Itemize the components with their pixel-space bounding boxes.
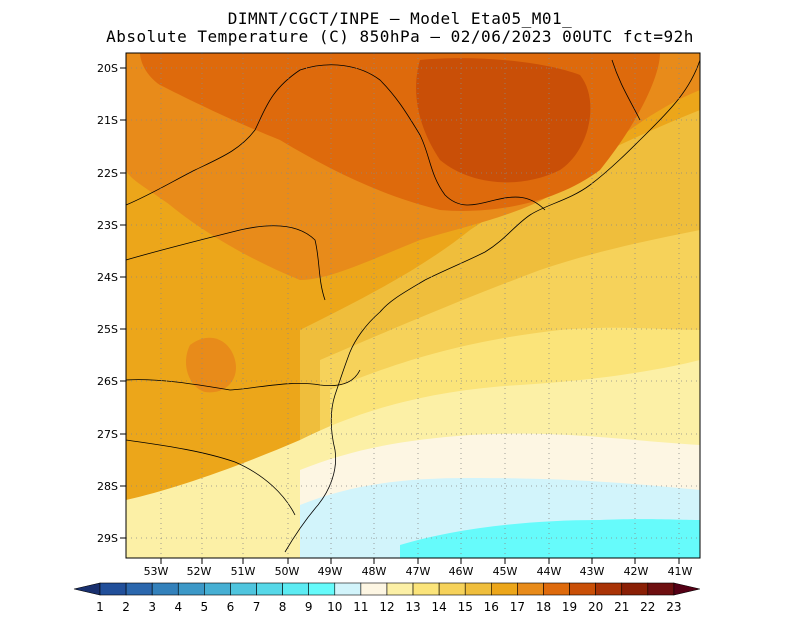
colorbar-cell (256, 582, 283, 596)
lon-label: 46W (449, 565, 474, 578)
colorbar-label: 17 (510, 600, 525, 614)
colorbar-labels: 1 2 3 4 5 6 7 8 9 10 11 12 13 14 15 16 17 18 19 20 21 22 23 (96, 600, 681, 614)
colorbar-left-arrow (73, 582, 101, 596)
title-line-2: Absolute Temperature (C) 850hPa – 02/06/… (106, 27, 694, 46)
colorbar-cell (230, 582, 257, 596)
colorbar-cell (543, 582, 570, 596)
colorbar-label: 5 (201, 600, 209, 614)
colorbar-label: 12 (379, 600, 394, 614)
colorbar-cell (177, 582, 205, 596)
lat-label: 21S (97, 114, 118, 127)
colorbar-cell (491, 582, 518, 596)
lon-label: 42W (624, 565, 649, 578)
lon-label: 45W (493, 565, 518, 578)
lon-label: 47W (406, 565, 431, 578)
colorbar-cell (386, 582, 414, 596)
colorbar-label: 15 (458, 600, 473, 614)
colorbar-label: 23 (666, 600, 681, 614)
colorbar-label: 7 (253, 600, 261, 614)
lon-label: 43W (580, 565, 605, 578)
graticule (126, 53, 700, 558)
colorbar-label: 8 (279, 600, 287, 614)
colorbar-cell (569, 582, 596, 596)
colorbar-label: 3 (148, 600, 156, 614)
colorbar-label: 19 (562, 600, 577, 614)
colorbar-cell (282, 582, 309, 596)
colorbar-cell (647, 582, 675, 596)
lat-label: 28S (97, 480, 118, 493)
lat-label: 26S (97, 375, 118, 388)
colorbar-label: 4 (174, 600, 182, 614)
colorbar-label: 1 (96, 600, 104, 614)
title-line-1: DIMNT/CGCT/INPE – Model Eta05_M01_ (227, 9, 573, 28)
lat-label: 29S (97, 532, 118, 545)
colorbar-label: 6 (227, 600, 235, 614)
lat-label: 20S (97, 62, 118, 75)
lon-label: 52W (187, 565, 212, 578)
colorbar-label: 13 (405, 600, 420, 614)
lat-label: 27S (97, 428, 118, 441)
colorbar-cell (360, 582, 388, 596)
colorbar-label: 20 (588, 600, 603, 614)
lat-label: 24S (97, 271, 118, 284)
lon-label: 53W (144, 565, 169, 578)
longitude-labels: 53W 52W 51W 50W 49W 48W 47W 46W 45W 44W … (144, 565, 693, 578)
colorbar: 1 2 3 4 5 6 7 8 9 10 11 12 13 14 15 16 17 18 19 20 21 22 23 (73, 582, 700, 614)
latitude-labels: 20S 21S 22S 23S 24S 25S 26S 27S 28S 29S (97, 62, 118, 545)
colorbar-label: 2 (122, 600, 130, 614)
colorbar-label: 10 (327, 600, 342, 614)
colorbar-cell (412, 582, 440, 596)
colorbar-cells (73, 582, 700, 596)
colorbar-label: 14 (431, 600, 446, 614)
colorbar-right-arrow (673, 582, 700, 596)
colorbar-cell (621, 582, 649, 596)
temperature-fields (126, 53, 700, 558)
colorbar-cell (334, 582, 362, 596)
colorbar-cell (438, 582, 466, 596)
coastline-borders (126, 59, 700, 553)
lon-label: 49W (318, 565, 343, 578)
colorbar-label: 9 (305, 600, 313, 614)
colorbar-cell (125, 582, 153, 596)
lon-label: 50W (275, 565, 300, 578)
colorbar-cell (517, 582, 544, 596)
colorbar-cell (151, 582, 179, 596)
tick-marks (120, 67, 680, 564)
lon-label: 48W (362, 565, 387, 578)
plot-frame (125, 52, 701, 559)
lat-label: 25S (97, 323, 118, 336)
colorbar-cell (99, 582, 127, 596)
colorbar-cell (595, 582, 623, 596)
colorbar-label: 22 (640, 600, 655, 614)
lon-label: 44W (537, 565, 562, 578)
lon-label: 41W (668, 565, 693, 578)
colorbar-cell (204, 582, 231, 596)
colorbar-cell (308, 582, 336, 596)
lat-label: 23S (97, 219, 118, 232)
colorbar-label: 11 (353, 600, 368, 614)
colorbar-label: 16 (484, 600, 499, 614)
lon-label: 51W (231, 565, 256, 578)
colorbar-label: 21 (614, 600, 629, 614)
lat-label: 22S (97, 167, 118, 180)
colorbar-cell (464, 582, 492, 596)
colorbar-label: 18 (536, 600, 551, 614)
